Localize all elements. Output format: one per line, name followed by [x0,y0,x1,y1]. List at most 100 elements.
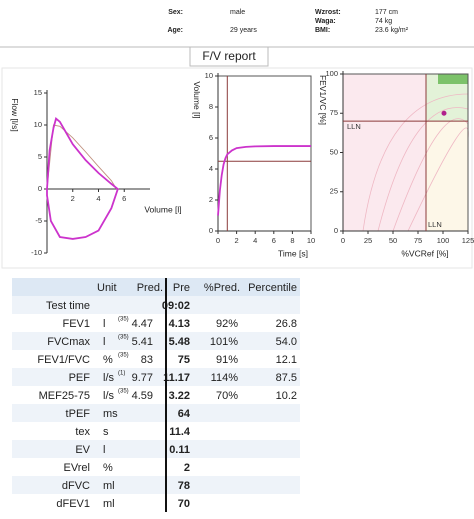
cell: 70 [178,498,190,510]
row-label: FEV1 [62,318,90,330]
x-tick-label: 8 [290,236,294,245]
cell: ms [103,408,118,420]
row-label: MEF25-75 [39,390,90,402]
row-label: FVCmax [47,336,90,348]
annotation: LLN [347,122,361,131]
y-tick-label: 0 [209,226,213,235]
cell: (35) [118,335,129,341]
y-tick-label: 4 [209,164,213,173]
y-tick-label: -10 [31,248,42,257]
x-tick-label: 6 [122,194,126,203]
y-axis-label: Flow [l/s] [10,98,20,132]
cell: ml [103,498,115,510]
y-tick-label: 0 [334,226,338,235]
y-tick-label: 10 [34,120,42,129]
cell: 114% [211,372,239,384]
cell: l [103,318,105,330]
cell: 11.4 [169,426,191,438]
x-tick-label: 4 [253,236,257,245]
table-header-bg [12,278,300,296]
cell: 87.5 [276,372,297,384]
row-bg [12,386,300,404]
label: BMI: [315,27,330,34]
contour [392,118,469,232]
cell: 5.48 [169,336,190,348]
y-tick-label: 75 [330,108,338,117]
cell: % [103,354,113,366]
row-bg [12,332,300,350]
cell: 4.47 [132,318,153,330]
cell: 91% [216,354,238,366]
value: 177 cm [375,9,398,16]
x-axis-label: %VCRef [%] [401,248,448,258]
x-tick-label: 6 [272,236,276,245]
row-bg [12,494,300,512]
cell: 3.22 [169,390,190,402]
cell: 26.8 [276,318,297,330]
row-label: EVrel [64,462,91,474]
cell: 101% [210,336,238,348]
cell: 5.41 [132,336,153,348]
x-tick-label: 0 [341,236,345,245]
row-bg [12,296,300,314]
y-tick-label: 15 [34,88,42,97]
y-tick-label: 5 [38,152,42,161]
label: Sex: [168,9,183,16]
annotation: LLN [428,220,442,229]
x-tick-label: 0 [216,236,220,245]
row-bg [12,350,300,368]
cell: 2 [184,462,190,474]
y-tick-label: 0 [38,184,42,193]
y-tick-label: 100 [325,69,338,78]
x-tick-label: 50 [389,236,397,245]
y-tick-label: 8 [209,102,213,111]
title-box [189,47,269,67]
cell: l/s [103,372,115,384]
curve [217,145,311,216]
label: Waga: [315,18,336,25]
x-tick-label: 125 [462,236,474,245]
cell: 54.0 [276,336,297,348]
value: 74 kg [375,18,392,25]
row-label: PEF [69,372,91,384]
cell: 92% [216,318,238,330]
curve [46,117,119,240]
zone [438,74,468,84]
column-header: Percentile [248,282,297,294]
y-axis-label: Volume [l] [192,81,202,118]
cell: (35) [118,353,129,359]
x-tick-label: 4 [96,194,100,203]
cell: 12.1 [276,354,297,366]
cell: 4.59 [132,390,153,402]
row-bg [12,476,300,494]
label: Wzrost: [315,9,341,16]
row-label: FEV1/FVC [37,354,90,366]
column-header: %Pred. [204,282,240,294]
label: Age: [167,27,183,34]
row-label: EV [75,444,90,456]
cell: 11.17 [163,372,190,384]
cell: s [103,426,109,438]
x-tick-label: 75 [414,236,422,245]
y-tick-label: 2 [209,195,213,204]
value: male [230,9,245,16]
plot-frame [217,75,312,232]
x-tick-label: 10 [307,236,315,245]
row-bg [12,404,300,422]
x-tick-label: 2 [71,194,75,203]
column-header: Pre [173,282,190,294]
cell: 70% [216,390,238,402]
x-tick-label: 2 [235,236,239,245]
value: 29 years [230,27,257,34]
point [441,110,447,116]
row-label: tex [75,426,90,438]
cell: 4.13 [169,318,190,330]
cell: 64 [178,408,191,420]
row-label: dFEV1 [56,498,90,510]
y-tick-label: 25 [330,187,338,196]
y-tick-label: 10 [205,71,213,80]
row-label: Test time [46,300,90,312]
cell: ml [103,480,115,492]
zone [426,121,468,231]
cell: 09:02 [162,300,190,312]
